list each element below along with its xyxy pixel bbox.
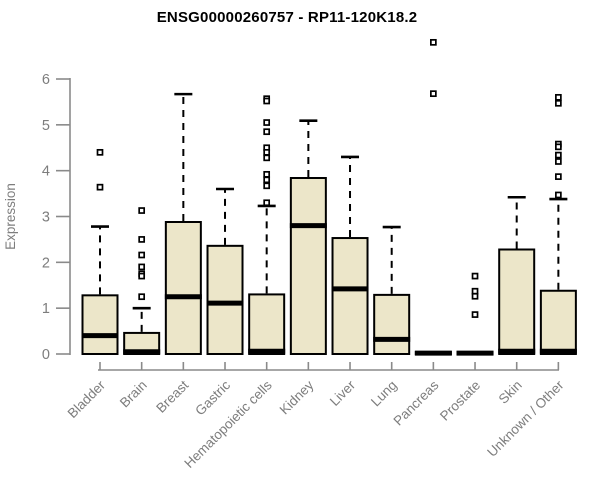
outlier-point-unknown-other-6 xyxy=(555,173,562,180)
outlier-point-unknown-other-3 xyxy=(555,143,562,151)
box-lung xyxy=(373,293,411,355)
outlier-point-unknown-other-1 xyxy=(555,99,562,107)
y-tick-label-3: 3 xyxy=(42,210,50,226)
box-unknown-other xyxy=(539,289,577,355)
outlier-point-pancreas-1 xyxy=(430,90,437,98)
y-tick-label-6: 6 xyxy=(42,72,50,88)
outlier-point-pancreas-0 xyxy=(430,38,437,46)
x-tick-label-kidney: Kidney xyxy=(277,377,317,417)
x-tick-label-bladder: Bladder xyxy=(65,377,109,421)
outlier-point-hematopoietic-cells-7 xyxy=(263,170,271,178)
y-tick-label-4: 4 xyxy=(42,164,50,180)
box-hematopoietic-cells xyxy=(248,293,286,356)
outlier-point-hematopoietic-cells-6 xyxy=(263,154,271,162)
x-tick-label-skin: Skin xyxy=(496,378,525,407)
outlier-point-prostate-2 xyxy=(471,292,479,300)
outlier-point-brain-3 xyxy=(138,263,146,271)
y-tick-label-0: 0 xyxy=(42,347,50,363)
outlier-point-hematopoietic-cells-3 xyxy=(263,128,271,136)
outlier-point-hematopoietic-cells-8 xyxy=(263,176,271,184)
outlier-point-unknown-other-5 xyxy=(555,158,562,165)
y-tick-label-1: 1 xyxy=(42,301,50,317)
outlier-point-unknown-other-0 xyxy=(555,93,562,101)
x-tick-label-gastric: Gastric xyxy=(192,377,233,418)
outlier-point-prostate-3 xyxy=(471,311,479,318)
x-tick-label-prostate: Prostate xyxy=(437,378,483,424)
x-tick-label-unknown-other: Unknown / Other xyxy=(484,377,567,460)
box-kidney xyxy=(289,177,327,355)
outlier-point-hematopoietic-cells-10 xyxy=(263,199,271,207)
x-tick-label-brain: Brain xyxy=(117,378,150,411)
outlier-point-brain-0 xyxy=(138,207,146,214)
outlier-point-brain-2 xyxy=(138,251,146,259)
y-tick-label-2: 2 xyxy=(42,255,50,271)
x-tick-label-pancreas: Pancreas xyxy=(391,377,442,428)
box-breast xyxy=(164,221,202,355)
outlier-point-hematopoietic-cells-9 xyxy=(263,182,271,190)
outlier-point-unknown-other-4 xyxy=(555,151,562,159)
outlier-point-bladder-0 xyxy=(96,148,104,156)
outlier-point-prostate-0 xyxy=(471,272,479,280)
outlier-point-hematopoietic-cells-5 xyxy=(263,148,271,156)
x-tick-label-lung: Lung xyxy=(368,378,400,410)
outlier-point-brain-6 xyxy=(138,293,146,301)
box-skin xyxy=(498,248,536,355)
x-tick-label-liver: Liver xyxy=(327,377,359,409)
x-tick-label-breast: Breast xyxy=(153,377,191,415)
box-gastric xyxy=(206,244,244,355)
chart-title: ENSG00000260757 - RP11-120K18.2 xyxy=(156,9,418,26)
outlier-point-hematopoietic-cells-1 xyxy=(263,97,271,105)
outlier-point-bladder-1 xyxy=(96,183,104,191)
y-axis-title: Expression xyxy=(3,183,18,250)
outlier-point-unknown-other-7 xyxy=(555,191,562,199)
box-bladder xyxy=(81,294,119,356)
outlier-point-brain-5 xyxy=(138,272,146,280)
outlier-point-brain-1 xyxy=(138,236,146,243)
y-tick-label-5: 5 xyxy=(42,118,50,134)
box-liver xyxy=(331,237,369,355)
outlier-point-hematopoietic-cells-2 xyxy=(263,119,271,126)
